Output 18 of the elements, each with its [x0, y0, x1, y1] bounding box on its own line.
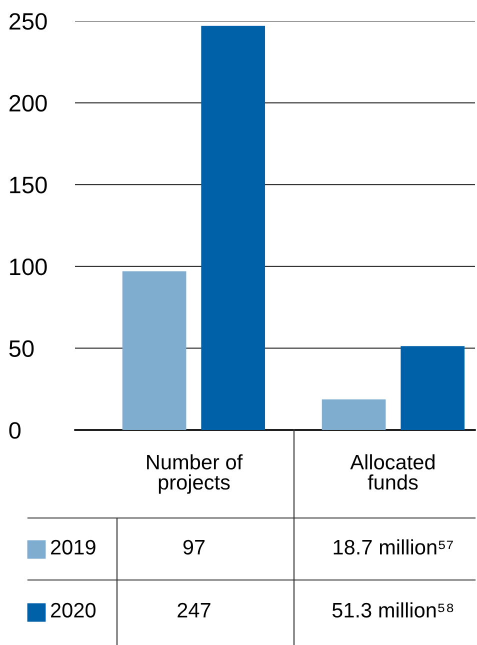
y-tick-label: 50	[9, 340, 34, 357]
data-label: 51.3 million⁵⁸	[332, 602, 454, 618]
data-label: 97	[183, 540, 205, 555]
y-tick-label: 250	[10, 13, 47, 30]
x-tick-label: Allocated funds	[350, 454, 435, 490]
y-tick-label: 150	[10, 176, 47, 194]
y-tick-label: 0	[9, 422, 21, 439]
y-tick-label: 100	[10, 258, 47, 276]
legend-label: 2020	[51, 602, 96, 618]
bar	[322, 399, 386, 430]
data-label: 247	[178, 602, 210, 618]
x-tick-label: Number of projects	[147, 454, 243, 494]
data-label: 18.7 million⁵⁷	[334, 539, 453, 555]
y-tick-label: 200	[10, 94, 47, 112]
bar	[122, 271, 186, 430]
legend-label: 2019	[51, 540, 96, 555]
bar	[400, 346, 465, 430]
bar	[201, 26, 266, 430]
